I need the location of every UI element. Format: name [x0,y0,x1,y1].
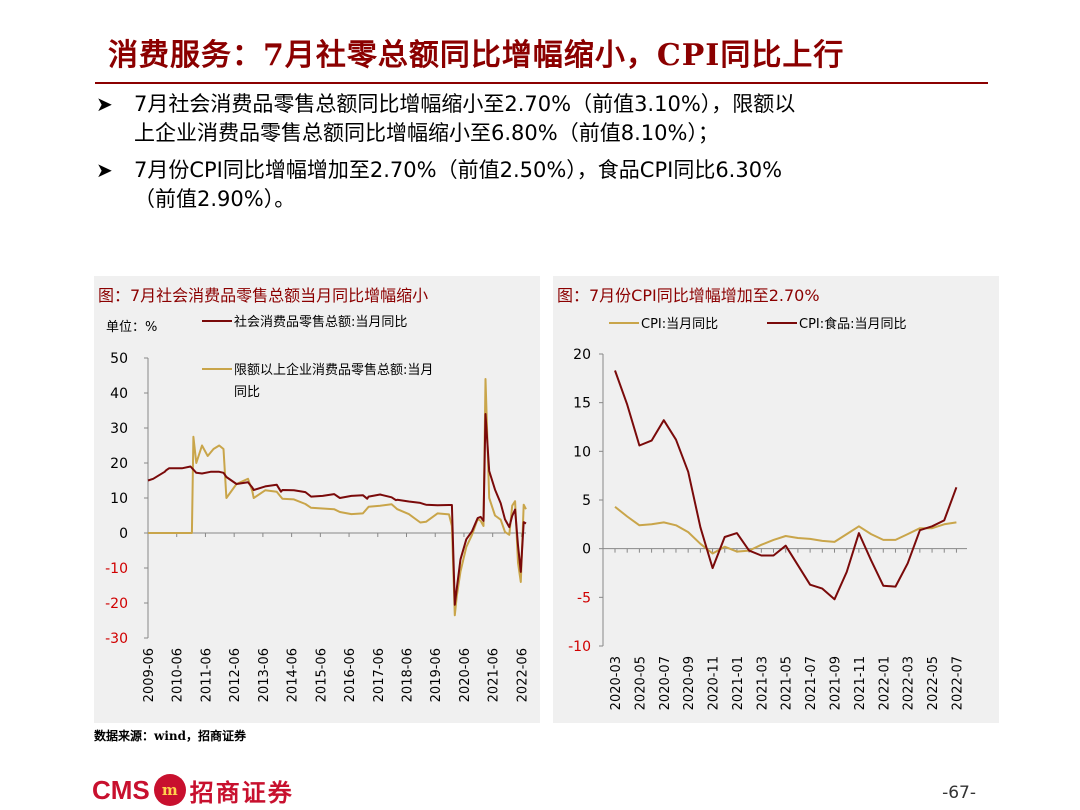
x-tick-label: 2021-03 [755,656,770,710]
x-tick-label: 2021-05 [780,656,795,710]
x-tick-label: 2021-11 [853,656,868,710]
series-line [148,378,527,617]
cpi-chart-panel: 图：7月份CPI同比增幅增加至2.70% -10 -5 0 5 10 15 20 2020-0… [553,276,999,723]
x-tick-label: 2020-06 [458,648,473,702]
x-tick-label: 2012-06 [228,648,243,702]
y-tick-label: -20 [105,596,128,612]
logo-text-cn: 招商证券 [189,777,294,807]
x-tick-label: 2014-06 [286,648,301,702]
y-tick-label: 10 [110,491,128,507]
series-line [614,370,958,601]
series-line [614,506,957,555]
y-tick-label: 20 [110,456,128,472]
slide-title: 消费服务：7月社零总额同比增幅缩小，CPI同比上行 [108,38,845,73]
cpi-chart: -10 -5 0 5 10 15 20 2020-03 2020-05 2020-07 2020-0… [568,316,967,710]
y-tick-label: 20 [573,347,591,363]
bullet-text: （前值2.90%）。 [134,187,296,211]
y-tick-label: 5 [582,493,591,509]
x-tick-label: 2021-09 [828,656,843,710]
bullet-arrow-icon: ➤ [96,158,113,182]
x-tick-label: 2011-06 [199,648,214,702]
y-tick-label: -10 [568,639,591,655]
chart-title: 图：7月份CPI同比增幅增加至2.70% [557,286,820,305]
logo-text-en: CMS [92,774,150,805]
y-tick-label: 0 [119,526,128,542]
data-source-note: 数据来源：wind，招商证券 [94,729,247,743]
x-tick-label: 2020-07 [658,656,673,710]
y-tick-label: 0 [582,542,591,558]
x-tick-label: 2018-06 [401,648,416,702]
y-tick-label: -5 [577,590,591,606]
y-tick-label: -30 [105,631,128,647]
x-tick-label: 2021-07 [804,656,819,710]
company-logo: CMS m 招商证券 [92,770,294,810]
legend-label: 社会消费品零售总额:当月同比 [234,314,407,330]
y-tick-label: -10 [105,561,128,577]
x-tick-label: 2020-03 [609,656,624,710]
x-tick-label: 2017-06 [372,648,387,702]
y-tick-label: 40 [110,386,128,402]
legend-label: CPI:当月同比 [641,317,718,332]
bullet-arrow-icon: ➤ [96,92,113,116]
title-divider [95,82,988,84]
bullet-list: ➤ 7月社会消费品零售总额同比增幅缩小至2.70%（前值3.10%），限额以 上… [94,90,994,222]
x-tick-label: 2022-01 [877,656,892,710]
x-tick-label: 2020-11 [707,656,722,710]
retail-sales-chart: 单位：% -30 -20 -10 0 10 20 30 40 50 2009-06 2010-06 20… [105,314,530,702]
unit-label: 单位：% [106,320,157,335]
x-tick-label: 2022-06 [515,648,530,702]
bullet-text: 7月份CPI同比增幅增加至2.70%（前值2.50%），食品CPI同比6.30% [134,158,783,182]
x-tick-label: 2020-09 [682,656,697,710]
bullet-cpi: ➤ 7月份CPI同比增幅增加至2.70%（前值2.50%），食品CPI同比6.3… [94,156,994,214]
y-tick-label: 30 [110,421,128,437]
chart-title: 图：7月社会消费品零售总额当月同比增幅缩小 [98,286,429,305]
legend-label: 同比 [234,385,260,400]
series-line [147,413,527,606]
retail-chart-panel: 图：7月社会消费品零售总额当月同比增幅缩小 单位：% -30 -20 -10 0 10 20… [94,276,540,723]
x-tick-label: 2021-01 [731,656,746,710]
bullet-text: 7月社会消费品零售总额同比增幅缩小至2.70%（前值3.10%），限额以 [134,92,796,116]
x-tick-label: 2009-06 [142,648,157,702]
x-tick-label: 2016-06 [343,648,358,702]
legend-label: 限额以上企业消费品零售总额:当月 [234,362,433,378]
x-tick-label: 2022-05 [926,656,941,710]
x-tick-label: 2021-06 [487,648,502,702]
page-number: -67- [942,783,976,803]
y-tick-label: 50 [110,351,128,367]
legend-label: CPI:食品:当月同比 [799,316,907,332]
bullet-retail: ➤ 7月社会消费品零售总额同比增幅缩小至2.70%（前值3.10%），限额以 上… [94,90,994,148]
x-tick-label: 2020-05 [633,656,648,710]
x-tick-label: 2022-07 [950,656,965,710]
x-tick-label: 2022-03 [902,656,917,710]
x-tick-label: 2013-06 [257,648,272,702]
y-tick-label: 15 [573,396,591,412]
x-tick-label: 2015-06 [314,648,329,702]
x-tick-label: 2019-06 [429,648,444,702]
bullet-text: 上企业消费品零售总额同比增幅缩小至6.80%（前值8.10%）； [134,121,719,145]
x-tick-label: 2010-06 [171,648,186,702]
y-tick-label: 10 [573,444,591,460]
logo-badge-icon: m [153,774,186,806]
